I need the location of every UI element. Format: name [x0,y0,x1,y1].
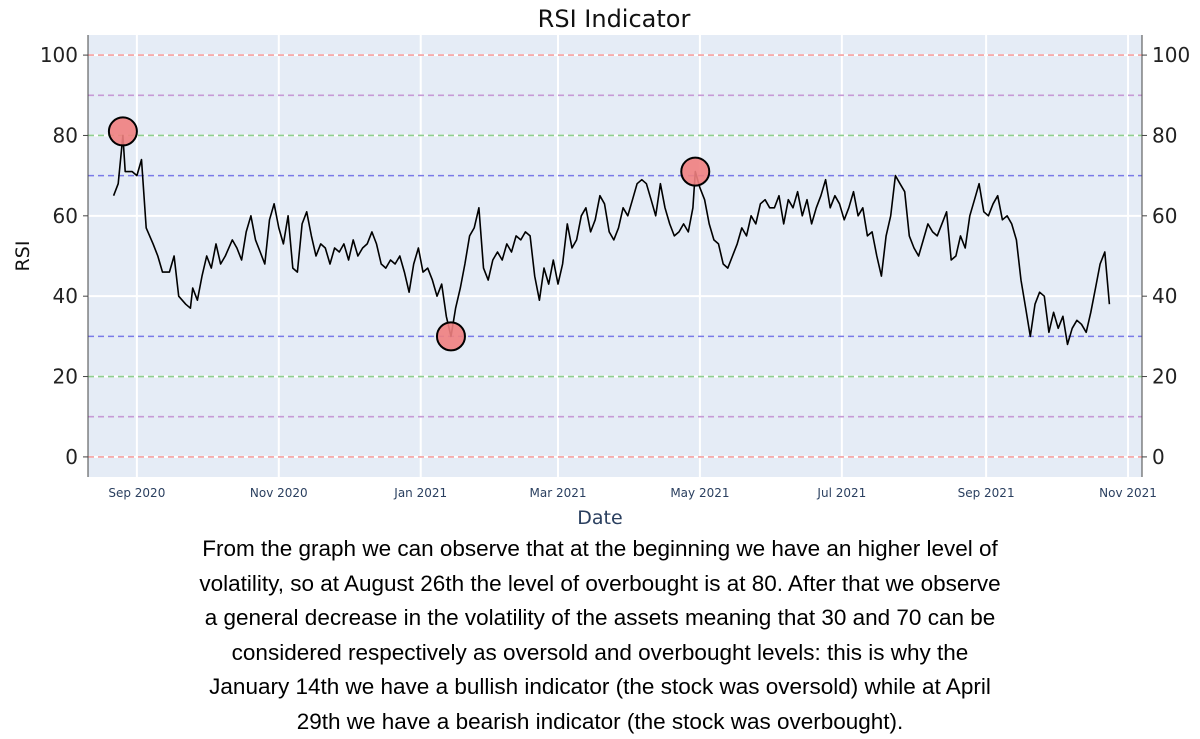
y-tick-label-left: 60 [53,204,78,228]
x-tick-label: Nov 2021 [1099,486,1157,500]
x-tick-label: Sep 2020 [108,486,165,500]
caption-line: From the graph we can observe that at th… [100,532,1100,567]
x-tick-label: Nov 2020 [250,486,308,500]
x-tick-label: May 2021 [670,486,729,500]
y-tick-label-right: 80 [1152,123,1177,147]
caption-line: volatility, so at August 26th the level … [100,567,1100,602]
caption-line: January 14th we have a bullish indicator… [100,670,1100,705]
y-tick-label-right: 100 [1152,43,1190,67]
caption-line: considered respectively as oversold and … [100,636,1100,671]
x-tick-label: Jan 2021 [393,486,447,500]
plot-area [88,35,1142,477]
signal-marker [109,117,137,145]
chart-title: RSI Indicator [538,5,691,33]
y-tick-label-left: 20 [53,365,78,389]
caption-line: a general decrease in the volatility of … [100,601,1100,636]
y-axis-label: RSI [12,241,34,272]
y-tick-label-right: 40 [1152,284,1177,308]
x-axis-label: Date [577,507,622,529]
y-tick-label-left: 0 [65,445,78,469]
y-tick-label-right: 0 [1152,445,1165,469]
x-tick-label: Mar 2021 [529,486,586,500]
signal-marker [437,322,465,350]
chart-caption: From the graph we can observe that at th… [100,532,1100,739]
rsi-chart: RSI Indicator Sep 2020 Nov 2020 Jan 2021 Ma… [0,0,1200,530]
x-tick-label: Jul 2021 [816,486,866,500]
y-tick-label-left: 40 [53,284,78,308]
caption-line: 29th we have a bearish indicator (the st… [100,705,1100,739]
y-tick-label-right: 60 [1152,204,1177,228]
x-tick-label: Sep 2021 [958,486,1015,500]
y-tick-label-right: 20 [1152,365,1177,389]
y-tick-label-left: 80 [53,123,78,147]
y-tick-label-left: 100 [40,43,78,67]
signal-marker [681,158,709,186]
